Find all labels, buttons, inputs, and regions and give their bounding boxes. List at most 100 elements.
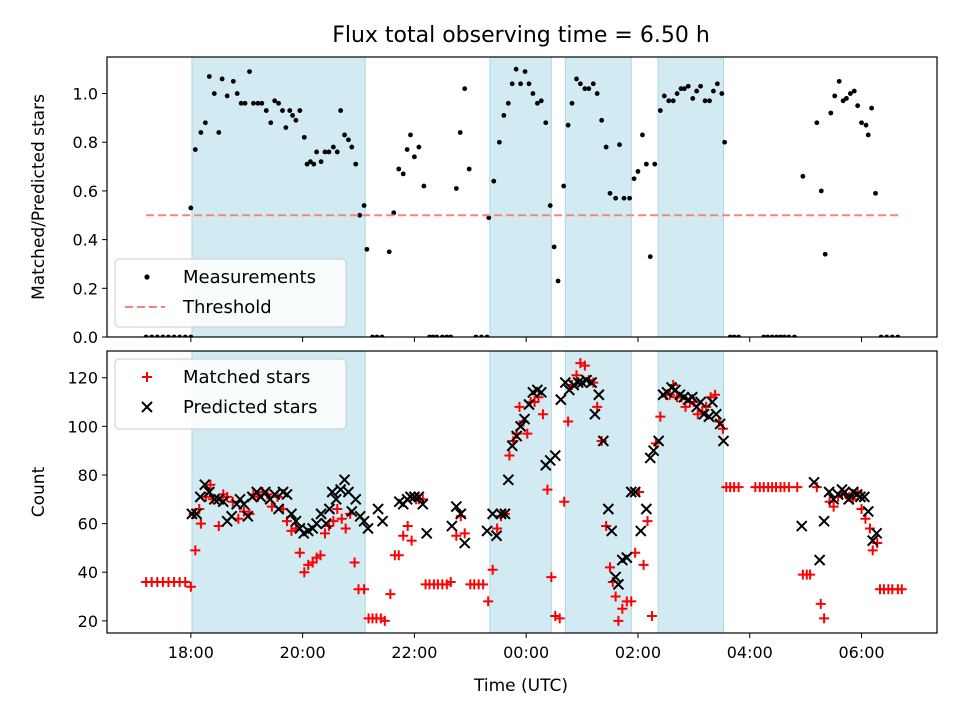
- matched-star-point: [379, 615, 390, 626]
- measurement-point: [259, 100, 265, 106]
- measurement-point: [301, 134, 307, 140]
- measurement-point: [670, 98, 676, 104]
- measurement-point: [513, 66, 519, 72]
- matched-star-point: [205, 479, 216, 490]
- measurement-point: [698, 83, 703, 89]
- predicted-star-point: [194, 491, 207, 503]
- measurement-point: [304, 161, 310, 167]
- measurement-point: [640, 132, 645, 138]
- predicted-star-point: [495, 508, 507, 520]
- measurement-point: [216, 130, 222, 135]
- predicted-star-point: [242, 510, 254, 523]
- measurement-point: [714, 81, 720, 87]
- measurement-point: [251, 100, 256, 106]
- matched-star-point: [504, 450, 515, 461]
- predicted-star-point: [455, 508, 467, 520]
- legend-label: Measurements: [183, 267, 316, 288]
- measurement-point: [617, 142, 622, 148]
- matched-star-point: [701, 401, 712, 412]
- measurement-point: [311, 161, 317, 167]
- measurement-point: [364, 246, 370, 252]
- matched-star-point: [385, 589, 396, 600]
- y-tick-label: 1.0: [73, 85, 98, 104]
- predicted-star-point: [362, 522, 374, 535]
- measurement-point: [297, 108, 303, 113]
- matched-star-point: [792, 482, 803, 493]
- measurement-point: [247, 69, 252, 75]
- matched-star-point: [319, 528, 330, 539]
- measurement-point: [631, 176, 637, 182]
- measurement-point: [326, 149, 332, 155]
- predicted-star-point: [609, 571, 622, 583]
- observing-window: [489, 56, 552, 338]
- predicted-star-point: [635, 525, 647, 537]
- chart-title: Flux total observing time = 6.50 h: [332, 23, 710, 48]
- y-tick-label: 0.2: [73, 279, 98, 298]
- legend-label: Matched stars: [183, 367, 310, 388]
- predicted-star-point: [323, 503, 336, 515]
- y-tick-label: 60: [78, 515, 98, 534]
- predicted-star-point: [555, 393, 567, 406]
- measurement-point: [603, 144, 609, 150]
- measurement-point: [569, 100, 575, 106]
- matched-star-point: [445, 576, 456, 587]
- measurement-point: [863, 122, 869, 128]
- matched-star-point: [393, 550, 404, 561]
- predicted-star-point: [338, 474, 351, 486]
- predicted-star-point: [652, 435, 665, 447]
- matched-star-point: [783, 482, 794, 493]
- legend-key-measurements: [144, 274, 150, 280]
- matched-star-point: [601, 521, 612, 532]
- measurement-point: [396, 166, 402, 172]
- predicted-star-point: [506, 440, 518, 452]
- matched-star-point: [398, 530, 409, 541]
- matched-star-point: [487, 564, 498, 575]
- y-tick-label: 80: [78, 466, 98, 485]
- measurement-point: [678, 86, 684, 92]
- legend-label: Predicted stars: [183, 397, 317, 418]
- measurement-point: [722, 139, 728, 145]
- matched-star-point: [617, 603, 628, 614]
- matched-star-point: [294, 547, 305, 558]
- measurement-point: [462, 86, 468, 92]
- predicted-star-point: [459, 537, 471, 549]
- measurement-point: [652, 161, 658, 167]
- measurement-point: [844, 95, 849, 101]
- predicted-star-point: [502, 474, 515, 486]
- predicted-star-point: [585, 376, 598, 389]
- measurement-point: [702, 98, 708, 104]
- y-tick-label: 40: [78, 563, 98, 582]
- predicted-star-point: [413, 491, 425, 503]
- matched-star-point: [332, 504, 343, 515]
- measurement-point: [219, 76, 225, 82]
- measurement-point: [859, 120, 864, 126]
- legend-box: [114, 358, 347, 430]
- predicted-star-point: [217, 496, 229, 508]
- predicted-star-point: [706, 396, 719, 408]
- matched-star-point: [805, 569, 816, 580]
- predicted-star-point: [858, 491, 871, 503]
- predicted-star-point: [703, 410, 715, 423]
- matched-star-point: [571, 370, 582, 381]
- measurement-point: [263, 108, 269, 113]
- measurement-point: [607, 190, 613, 196]
- measurement-point: [400, 171, 406, 177]
- matched-star-point: [328, 516, 339, 527]
- measurement-point: [694, 88, 700, 94]
- matched-star-point: [896, 584, 907, 595]
- matched-star-point: [451, 530, 462, 541]
- measurement-point: [828, 110, 834, 116]
- predicted-star-point: [839, 486, 851, 498]
- predicted-star-point: [203, 486, 215, 498]
- measurement-point: [590, 81, 596, 87]
- x-tick-label: 06:00: [838, 643, 884, 662]
- matched-star-point: [867, 545, 878, 556]
- predicted-star-point: [605, 525, 618, 537]
- measurement-point: [555, 278, 561, 284]
- predicted-star-point: [490, 530, 503, 542]
- y-axis-label: Matched/Predicted stars: [29, 94, 49, 300]
- predicted-star-point: [481, 525, 493, 537]
- measurement-point: [314, 149, 319, 155]
- x-tick-label: 22:00: [391, 643, 437, 662]
- measurement-point: [582, 86, 588, 92]
